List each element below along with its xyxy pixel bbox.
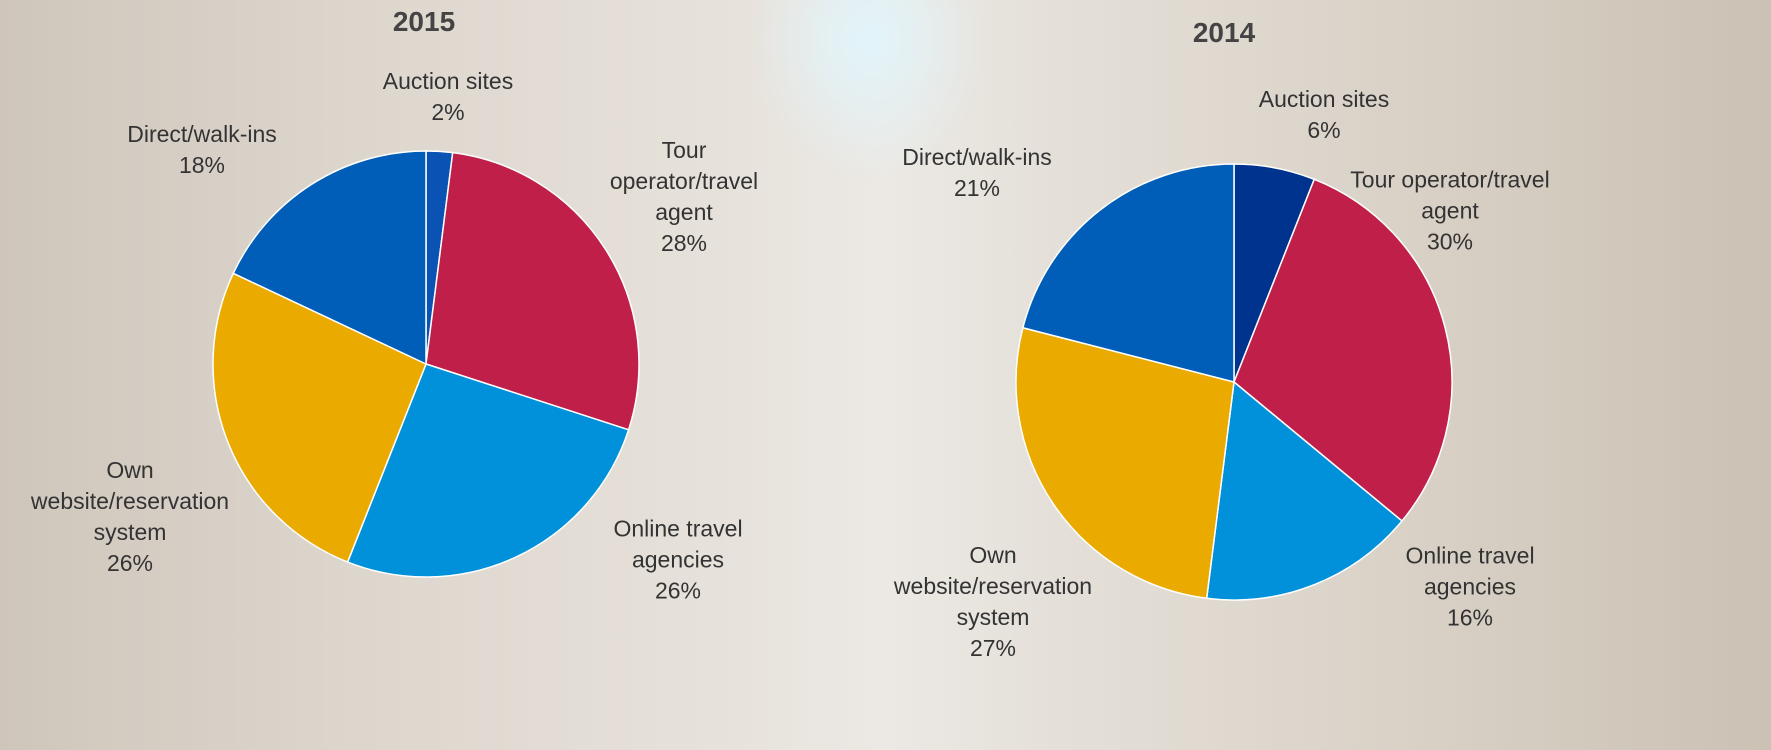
chart-title: 2015	[392, 6, 456, 37]
category-name: Own website/reservation system	[30, 457, 230, 545]
slice-label: Tour operator/travel agent 28%	[594, 135, 774, 259]
slice-label: Online travel agencies 26%	[598, 514, 758, 607]
category-name: Own website/reservation system	[893, 542, 1093, 630]
pie-slice	[1021, 163, 1235, 383]
category-name: Online travel agencies	[613, 515, 743, 573]
category-name: Auction sites	[1258, 86, 1390, 112]
value-label: 26%	[654, 577, 702, 604]
pie-slice	[1015, 326, 1235, 600]
slice-label: Auction sites 6%	[1224, 84, 1424, 146]
pie-slice	[1233, 178, 1453, 523]
value-label: 26%	[106, 550, 154, 576]
category-name: Tour operator/travel agent	[1350, 166, 1550, 224]
category-name: Direct/walk-ins	[902, 144, 1052, 170]
value-label: 2%	[431, 99, 465, 125]
slice-label: Own website/reservation system 26%	[15, 455, 245, 579]
slice-label: Auction sites 2%	[348, 66, 548, 128]
category-name: Tour operator/travel agent	[609, 137, 759, 225]
category-name: Auction sites	[382, 68, 514, 94]
slice-label: Own website/reservation system 27%	[878, 540, 1108, 664]
value-label: 28%	[660, 230, 708, 256]
slice-label: Online travel agencies 16%	[1390, 541, 1550, 634]
value-label: 27%	[969, 635, 1017, 661]
slice-label: Direct/walk-ins 21%	[867, 142, 1087, 204]
value-label: 18%	[178, 152, 226, 178]
category-name: Online travel agencies	[1405, 542, 1535, 600]
slice-label: Direct/walk-ins 18%	[92, 119, 312, 181]
chart-title: 2014	[1192, 17, 1256, 48]
slice-label: Tour operator/travel agent 30%	[1350, 165, 1550, 258]
value-label: 30%	[1426, 228, 1474, 255]
category-name: Direct/walk-ins	[127, 121, 277, 147]
value-label: 16%	[1446, 604, 1494, 631]
pie-slice	[212, 272, 427, 564]
value-label: 6%	[1307, 117, 1341, 143]
pie-slice	[346, 363, 630, 578]
pie-slice	[425, 151, 640, 431]
pie-slice	[232, 150, 427, 366]
value-label: 21%	[953, 175, 1001, 201]
pie-slice	[1205, 380, 1404, 601]
